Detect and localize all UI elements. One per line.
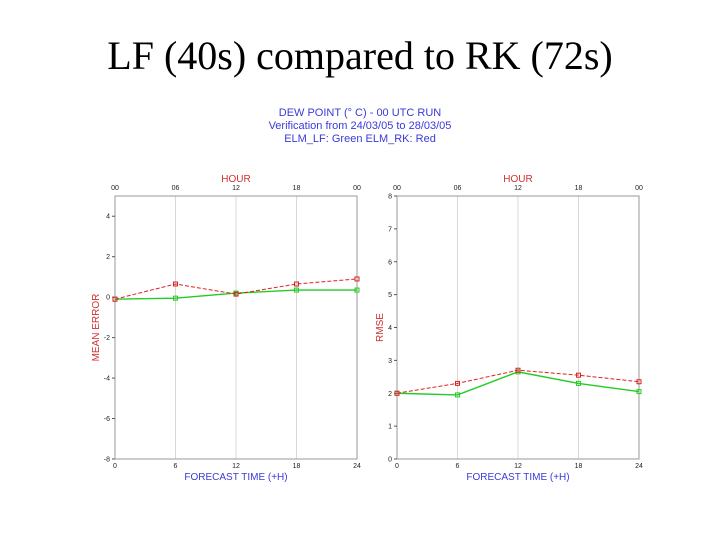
top-tick-label: 06 bbox=[454, 185, 462, 192]
y-tick-label: 7 bbox=[388, 226, 392, 233]
y-tick-label: -8 bbox=[104, 457, 110, 464]
data-point-elm_rk bbox=[455, 380, 460, 386]
top-axis-label: HOUR bbox=[221, 174, 250, 185]
x-tick-label: 18 bbox=[575, 463, 583, 470]
top-tick-label: 00 bbox=[111, 185, 119, 192]
data-point-elm_lf bbox=[455, 392, 460, 398]
data-point-elm_rk bbox=[112, 296, 118, 302]
x-tick-label: 6 bbox=[456, 463, 460, 470]
data-point-elm_rk bbox=[294, 281, 299, 287]
data-point-elm_rk bbox=[354, 276, 360, 282]
top-tick-label: 18 bbox=[293, 185, 301, 192]
y-tick-label: 0 bbox=[388, 457, 392, 464]
y-tick-label: -2 bbox=[104, 335, 110, 342]
y-tick-label: -4 bbox=[104, 376, 110, 383]
data-point-elm_rk bbox=[233, 291, 239, 297]
series-line-elm_lf bbox=[114, 289, 357, 300]
x-tick-label: 12 bbox=[514, 463, 522, 470]
y-axis-label: MEAN ERROR bbox=[91, 294, 102, 362]
top-tick-label: 12 bbox=[232, 185, 240, 192]
x-axis-label: FORECAST TIME (+H) bbox=[466, 472, 569, 483]
data-point-elm_rk bbox=[515, 367, 521, 373]
top-tick-label: 00 bbox=[353, 185, 361, 192]
y-tick-label: 8 bbox=[388, 194, 392, 201]
x-tick-label: 0 bbox=[395, 463, 399, 470]
y-tick-label: 6 bbox=[388, 259, 392, 266]
data-point-elm_lf bbox=[354, 287, 360, 293]
slide-title: LF (40s) compared to RK (72s) bbox=[107, 33, 613, 78]
y-axis-label: RMSE bbox=[375, 313, 386, 342]
top-tick-label: 12 bbox=[514, 185, 522, 192]
x-axis-label: FORECAST TIME (+H) bbox=[184, 472, 287, 483]
data-point-elm_lf bbox=[576, 380, 581, 386]
header-line-legend: ELM_LF: Green ELM_RK: Red bbox=[284, 133, 436, 145]
top-tick-label: 06 bbox=[172, 185, 180, 192]
series-line-elm_rk bbox=[396, 369, 640, 394]
y-tick-label: 0 bbox=[106, 295, 110, 302]
data-point-elm_lf bbox=[173, 295, 178, 301]
data-point-elm_lf bbox=[294, 287, 299, 293]
data-point-elm_rk bbox=[173, 281, 178, 287]
top-tick-label: 00 bbox=[393, 185, 401, 192]
y-tick-label: 5 bbox=[388, 292, 392, 299]
top-axis-label: HOUR bbox=[503, 174, 532, 185]
y-tick-label: 4 bbox=[106, 214, 110, 221]
y-tick-label: 4 bbox=[388, 325, 392, 332]
y-tick-label: 2 bbox=[106, 254, 110, 261]
y-tick-label: -6 bbox=[104, 416, 110, 423]
top-tick-label: 18 bbox=[575, 185, 583, 192]
x-tick-label: 6 bbox=[174, 463, 178, 470]
data-point-elm_rk bbox=[576, 372, 581, 378]
y-tick-label: 2 bbox=[388, 391, 392, 398]
x-tick-label: 18 bbox=[293, 463, 301, 470]
header-line-verification: Verification from 24/03/05 to 28/03/05 bbox=[268, 120, 452, 132]
x-tick-label: 0 bbox=[113, 463, 117, 470]
data-point-elm_lf bbox=[636, 389, 642, 395]
y-tick-label: 3 bbox=[388, 358, 392, 365]
series-line-elm_rk bbox=[114, 278, 358, 300]
y-tick-label: 1 bbox=[388, 424, 392, 431]
x-tick-label: 12 bbox=[232, 463, 240, 470]
plot-frame bbox=[114, 195, 358, 460]
x-tick-label: 24 bbox=[353, 463, 361, 470]
chart-header: DEW POINT (° C) - 00 UTC RUN Verificatio… bbox=[190, 107, 530, 146]
top-tick-label: 00 bbox=[635, 185, 643, 192]
data-point-elm_rk bbox=[636, 379, 642, 385]
x-tick-label: 24 bbox=[635, 463, 643, 470]
data-point-elm_rk bbox=[394, 390, 400, 396]
header-line-variable: DEW POINT (° C) - 00 UTC RUN bbox=[278, 107, 442, 119]
